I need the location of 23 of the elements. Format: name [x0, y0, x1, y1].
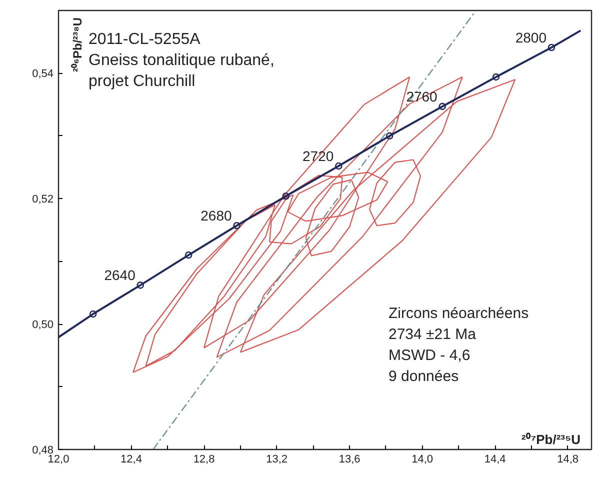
x-tick-label: 12,0	[48, 454, 70, 466]
x-axis-title: ²⁰⁷Pb/²³⁵U	[521, 432, 581, 447]
x-tick-label: 14,4	[484, 454, 506, 466]
annotation: Zircons néoarchéens	[388, 305, 529, 322]
y-tick-label: 0,48	[32, 444, 54, 456]
y-tick-label: 0,50	[32, 319, 54, 332]
y-tick-label: 0,52	[32, 194, 54, 206]
text: 2011-CL-5255A	[88, 31, 201, 48]
x-tick-label: 12,8	[193, 454, 215, 466]
text: Gneiss tonalitique rubané, projet Churchill	[88, 52, 274, 90]
y-axis-title: ²⁰⁶Pb/²³⁸U	[70, 17, 84, 72]
x-tick-label: 13,6	[338, 454, 360, 466]
x-tick-label: 14,0	[412, 454, 434, 466]
annotation: 2680	[200, 208, 232, 224]
x-tick-label: 13,2	[266, 454, 288, 466]
annotation: 2640	[104, 267, 136, 284]
annotation: 2800	[515, 30, 547, 46]
x-tick-label: 12,4	[120, 454, 142, 466]
y-tick-label: 0,54	[32, 68, 54, 80]
x-tick-label: 14,8	[557, 454, 579, 466]
annotation: MSWD - 4,6	[388, 347, 470, 364]
annotation: 9 données	[388, 368, 459, 385]
annotation: 2734 ±21 Ma	[388, 326, 477, 343]
